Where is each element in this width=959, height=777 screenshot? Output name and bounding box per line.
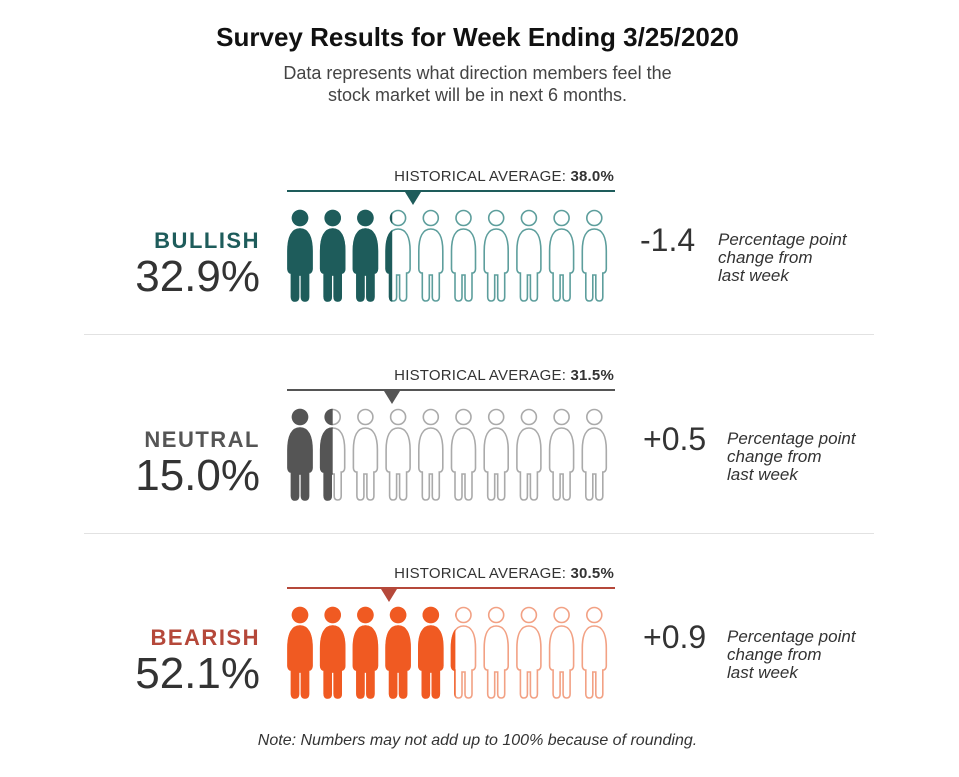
- historical-average-value: 31.5%: [570, 367, 614, 384]
- row-divider: [84, 533, 874, 534]
- historical-average-marker-icon: [405, 192, 422, 205]
- footnote: Note: Numbers may not add up to 100% bec…: [257, 732, 698, 749]
- people-pictograph: [287, 408, 608, 501]
- historical-average-text: HISTORICAL AVERAGE:: [394, 367, 567, 384]
- historical-average-value: 38.0%: [570, 168, 614, 185]
- weekly-change-description: Percentage point change from last week: [727, 430, 856, 484]
- person-icon: [548, 408, 575, 501]
- chart-title: Survey Results for Week Ending 3/25/2020: [216, 22, 739, 52]
- person-icon: [418, 408, 444, 501]
- person-icon: [581, 209, 608, 302]
- bullish-row: HISTORICAL AVERAGE: 38.0% BULLISH 32.9% …: [0, 168, 959, 358]
- person-icon: [450, 209, 477, 302]
- person-icon: [483, 606, 509, 699]
- person-icon: [352, 606, 379, 699]
- neutral-row: HISTORICAL AVERAGE: 31.5% NEUTRAL 15.0% …: [0, 367, 959, 557]
- person-icon: [418, 209, 444, 302]
- historical-average-text: HISTORICAL AVERAGE:: [394, 168, 567, 185]
- category-label: NEUTRAL: [144, 427, 260, 452]
- person-icon: [483, 408, 509, 501]
- change-desc-line-2: change from: [727, 645, 822, 664]
- change-desc-line-1: Percentage point: [727, 627, 856, 646]
- historical-average-value: 30.5%: [570, 565, 614, 582]
- person-icon: [581, 408, 608, 501]
- subtitle-line-2: stock market will be in next 6 months.: [327, 85, 628, 105]
- category-value: 15.0%: [135, 451, 260, 500]
- person-icon: [352, 209, 379, 302]
- change-desc-line-1: Percentage point: [727, 429, 856, 448]
- change-desc-line-3: last week: [718, 266, 789, 285]
- historical-average-label: HISTORICAL AVERAGE: 30.5%: [288, 565, 614, 582]
- weekly-change-description: Percentage point change from last week: [727, 628, 856, 682]
- person-icon: [287, 209, 313, 302]
- category-label: BEARISH: [150, 625, 260, 650]
- change-desc-line-2: change from: [727, 447, 822, 466]
- historical-average-label: HISTORICAL AVERAGE: 38.0%: [288, 168, 614, 185]
- category-label: BULLISH: [154, 228, 260, 253]
- person-icon: [385, 209, 411, 302]
- weekly-change-value: +0.5: [643, 421, 707, 457]
- person-icon: [450, 408, 477, 501]
- person-icon: [516, 408, 542, 501]
- person-icon: [385, 606, 411, 699]
- person-icon: [319, 408, 346, 501]
- historical-average-label: HISTORICAL AVERAGE: 31.5%: [288, 367, 614, 384]
- person-icon: [352, 408, 379, 501]
- subtitle-line-1: Data represents what direction members f…: [283, 63, 672, 83]
- person-icon: [548, 606, 575, 699]
- chart-subtitle: Data represents what direction members f…: [0, 62, 955, 106]
- person-icon: [516, 606, 542, 699]
- person-icon: [319, 606, 346, 699]
- person-icon: [581, 606, 608, 699]
- historical-average-marker-icon: [384, 391, 400, 404]
- historical-average-line: [287, 587, 615, 589]
- weekly-change-value: -1.4: [640, 222, 696, 258]
- person-icon: [450, 606, 477, 699]
- change-desc-line-2: change from: [718, 248, 813, 267]
- person-icon: [418, 606, 444, 699]
- people-pictograph: [287, 209, 608, 302]
- change-desc-line-1: Percentage point: [718, 230, 847, 249]
- person-icon: [483, 209, 509, 302]
- historical-average-marker-icon: [380, 589, 397, 602]
- historical-average-line: [287, 190, 615, 192]
- person-icon: [319, 209, 346, 302]
- person-icon: [287, 606, 313, 699]
- weekly-change-value: +0.9: [643, 619, 707, 655]
- person-icon: [548, 209, 575, 302]
- people-pictograph: [287, 606, 608, 699]
- person-icon: [516, 209, 542, 302]
- category-value: 52.1%: [135, 649, 260, 698]
- row-divider: [84, 334, 874, 335]
- person-icon: [287, 408, 313, 501]
- bearish-row: HISTORICAL AVERAGE: 30.5% BEARISH 52.1% …: [0, 565, 959, 755]
- change-desc-line-3: last week: [727, 465, 798, 484]
- person-icon: [385, 408, 411, 501]
- historical-average-line: [287, 389, 615, 391]
- change-desc-line-3: last week: [727, 663, 798, 682]
- weekly-change-description: Percentage point change from last week: [718, 231, 847, 285]
- historical-average-text: HISTORICAL AVERAGE:: [394, 565, 567, 582]
- category-value: 32.9%: [135, 252, 260, 301]
